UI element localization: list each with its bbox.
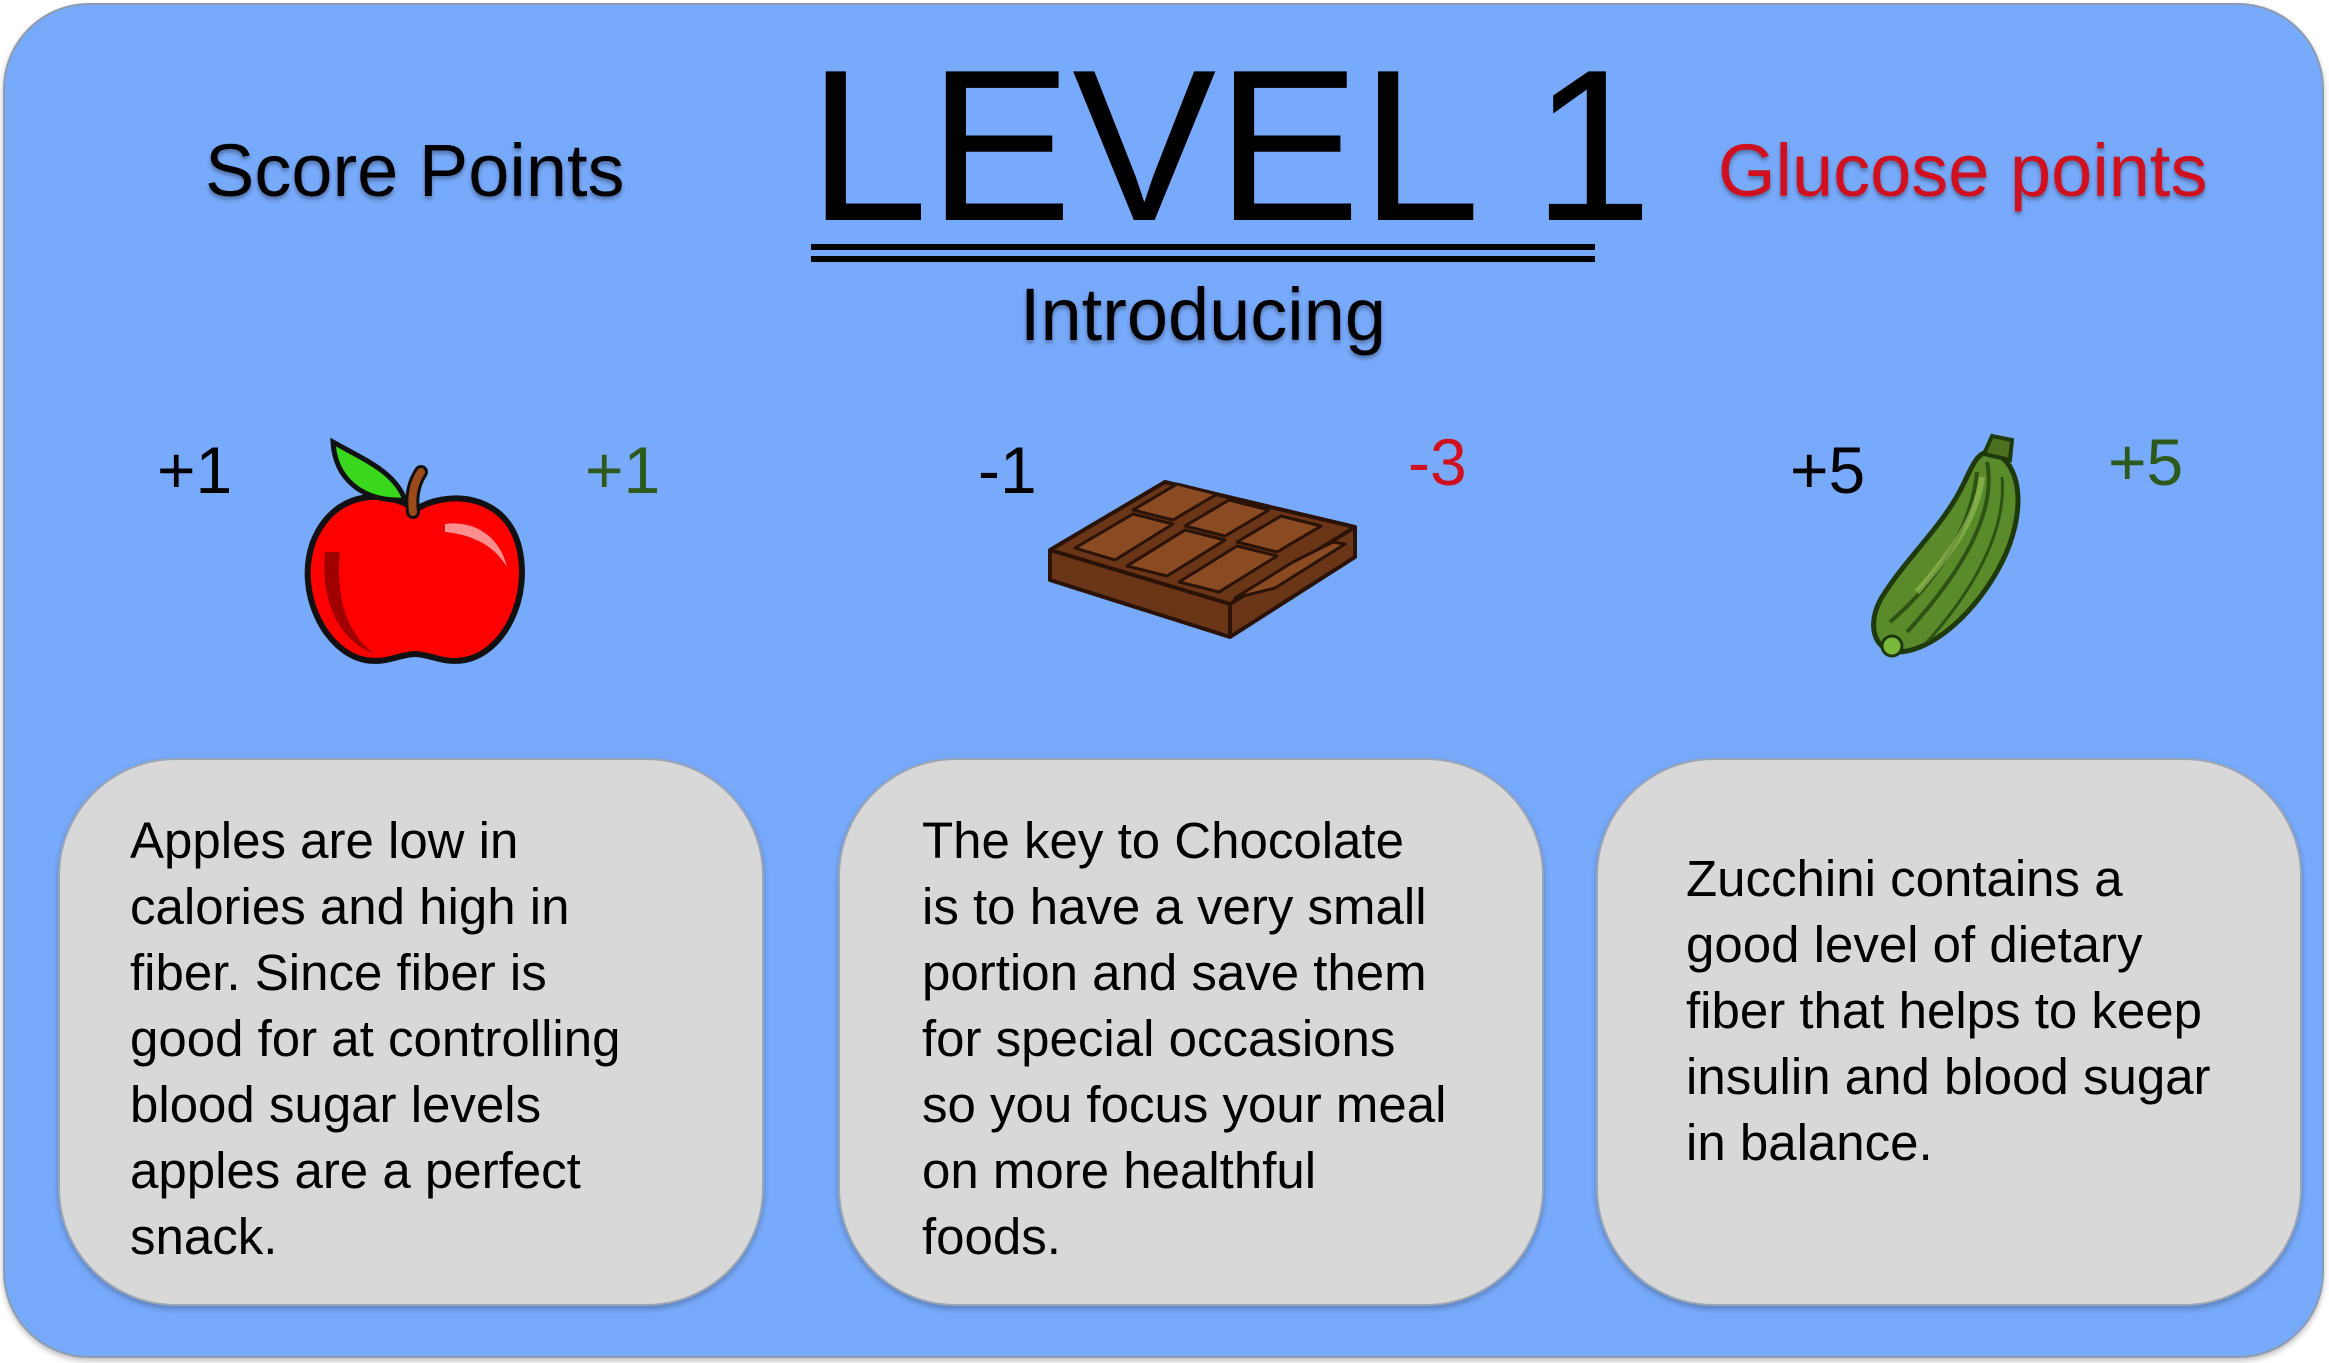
title-underline	[811, 244, 1595, 250]
score-points-label: Score Points	[205, 129, 625, 212]
apple-info-card: Apples are low in calories and high in f…	[58, 758, 764, 1306]
glucose-points-label: Glucose points	[1718, 129, 2208, 212]
apple-glucose-points: +1	[585, 433, 661, 507]
title-underline-second	[811, 256, 1595, 262]
zucchini-icon	[1871, 433, 2021, 658]
apple-icon	[304, 437, 525, 664]
chocolate-score-points: -1	[978, 433, 1037, 507]
level-title: LEVEL 1	[808, 24, 1653, 266]
subtitle: Introducing	[1019, 273, 1387, 356]
chocolate-description: The key to Chocolate is to have a very s…	[922, 812, 1447, 1265]
zucchini-score-points: +5	[1790, 433, 1866, 507]
zucchini-glucose-points: +5	[2108, 425, 2184, 499]
apple-score-points: +1	[157, 433, 233, 507]
zucchini-info-card: Zucchini contains a good level of dietar…	[1596, 758, 2302, 1306]
chocolate-info-card: The key to Chocolate is to have a very s…	[838, 758, 1544, 1306]
chocolate-glucose-points: -3	[1408, 425, 1467, 499]
chocolate-bar-icon	[1048, 480, 1357, 639]
apple-description: Apples are low in calories and high in f…	[130, 812, 621, 1265]
zucchini-description: Zucchini contains a good level of dietar…	[1686, 850, 2211, 1171]
